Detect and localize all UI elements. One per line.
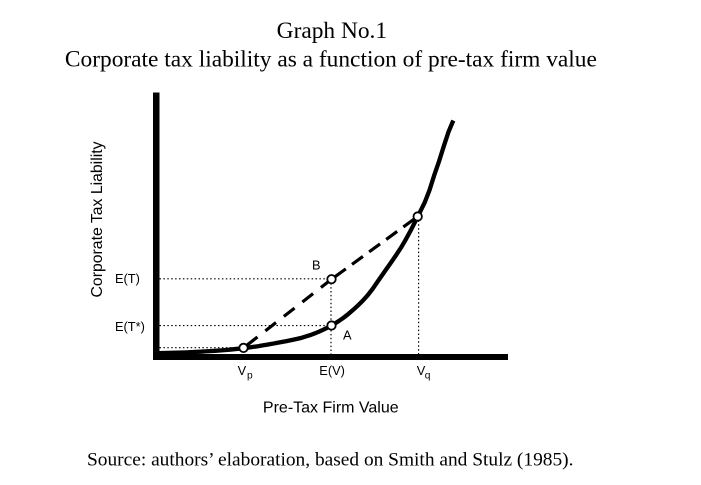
svg-text:Corporate tax liability as a f: Corporate tax liability as a function of… — [65, 46, 597, 72]
svg-text:A: A — [343, 328, 352, 343]
svg-text:Source: authors’ elaboration,: Source: authors’ elaboration, based on S… — [87, 449, 573, 470]
svg-text:E(T): E(T) — [115, 271, 140, 286]
svg-text:Corporate Tax Liability: Corporate Tax Liability — [89, 141, 106, 297]
svg-text:V: V — [417, 363, 426, 378]
svg-text:V: V — [238, 363, 247, 378]
svg-text:p: p — [247, 371, 253, 382]
svg-text:Graph No.1: Graph No.1 — [277, 18, 387, 44]
svg-text:Pre-Tax Firm Value: Pre-Tax Firm Value — [263, 399, 399, 416]
svg-text:q: q — [425, 371, 431, 382]
svg-text:E(V): E(V) — [319, 363, 345, 378]
svg-text:E(T*): E(T*) — [115, 319, 145, 334]
svg-text:B: B — [312, 258, 321, 273]
